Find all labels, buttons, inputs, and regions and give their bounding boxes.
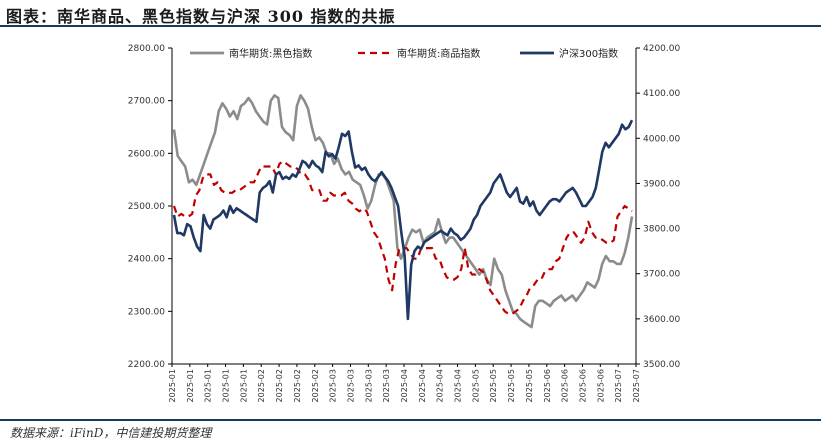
x-tick-label: 2025-03 xyxy=(329,369,338,402)
x-tick-label: 2025-04 xyxy=(400,369,409,402)
x-tick-label: 2025-01 xyxy=(239,369,248,402)
x-tick-label: 2025-05 xyxy=(471,369,480,402)
chart: 2200.00 2300.00 2400.00 2500.00 2600.00 2700.… xyxy=(128,44,681,402)
legend-label-3: 沪深300指数 xyxy=(559,47,618,60)
x-tick-label: 2025-04 xyxy=(454,369,463,402)
legend: 南华期货:黑色指数 南华期货:商品指数 沪深300指数 xyxy=(190,47,618,60)
x-tick-label: 2025-05 xyxy=(507,369,516,402)
x-tick-label: 2025-05 xyxy=(489,369,498,402)
y-right-tick-label: 4000.00 xyxy=(643,134,680,144)
x-tick-label: 2025-01 xyxy=(168,369,177,402)
y-left-tick-label: 2300.00 xyxy=(128,307,165,317)
axes: 2200.00 2300.00 2400.00 2500.00 2600.00 2700.… xyxy=(128,44,681,402)
x-tick-label: 2025-01 xyxy=(186,369,195,402)
y-right-tick-label: 3900.00 xyxy=(643,179,680,189)
title-underline xyxy=(0,25,821,27)
y-left-tick-label: 2400.00 xyxy=(128,255,165,265)
x-tick-label: 2025-01 xyxy=(204,369,213,402)
footer-rule xyxy=(0,419,821,421)
x-tick-label: 2025-02 xyxy=(293,369,302,402)
x-tick-label: 2025-02 xyxy=(311,369,320,402)
y-right-tick-label: 4100.00 xyxy=(643,89,680,99)
x-tick-label: 2025-07 xyxy=(632,369,641,402)
x-tick-label: 2025-02 xyxy=(257,369,266,402)
y-left-tick-label: 2200.00 xyxy=(128,360,165,370)
y-right-tick-label: 3600.00 xyxy=(643,315,680,325)
legend-label-1: 南华期货:黑色指数 xyxy=(229,47,312,60)
x-tick-label: 2025-05 xyxy=(525,369,534,402)
x-tick-label: 2025-06 xyxy=(578,369,587,402)
x-tick-label: 2025-03 xyxy=(346,369,355,402)
y-right-tick-label: 3800.00 xyxy=(643,225,680,235)
y-right-tick-label: 3500.00 xyxy=(643,360,680,370)
x-tick-label: 2025-04 xyxy=(418,369,427,402)
y-left-tick-label: 2600.00 xyxy=(128,149,165,159)
x-tick-label: 2025-01 xyxy=(222,369,231,402)
x-tick-label: 2025-07 xyxy=(614,369,623,402)
legend-label-2: 南华期货:商品指数 xyxy=(397,47,480,60)
y-left-tick-label: 2800.00 xyxy=(128,44,165,54)
source-note: 数据来源：iFinD，中信建投期货整理 xyxy=(10,426,212,440)
page-title: 图表：南华商品、黑色指数与沪深 300 指数的共振 xyxy=(6,7,396,26)
y-left-tick-label: 2700.00 xyxy=(128,97,165,107)
series-lines xyxy=(172,94,634,329)
y-right-tick-label: 3700.00 xyxy=(643,270,680,280)
x-tick-label: 2025-03 xyxy=(382,369,391,402)
series-line-3 xyxy=(172,119,634,321)
x-tick-label: 2025-06 xyxy=(561,369,570,402)
y-right-tick-label: 4200.00 xyxy=(643,44,680,54)
x-tick-label: 2025-02 xyxy=(275,369,284,402)
series-line-2 xyxy=(172,160,633,316)
x-tick-label: 2025-04 xyxy=(436,369,445,402)
x-tick-label: 2025-06 xyxy=(596,369,605,402)
x-tick-label: 2025-03 xyxy=(364,369,373,402)
y-left-tick-label: 2500.00 xyxy=(128,202,165,212)
x-tick-label: 2025-06 xyxy=(543,369,552,402)
